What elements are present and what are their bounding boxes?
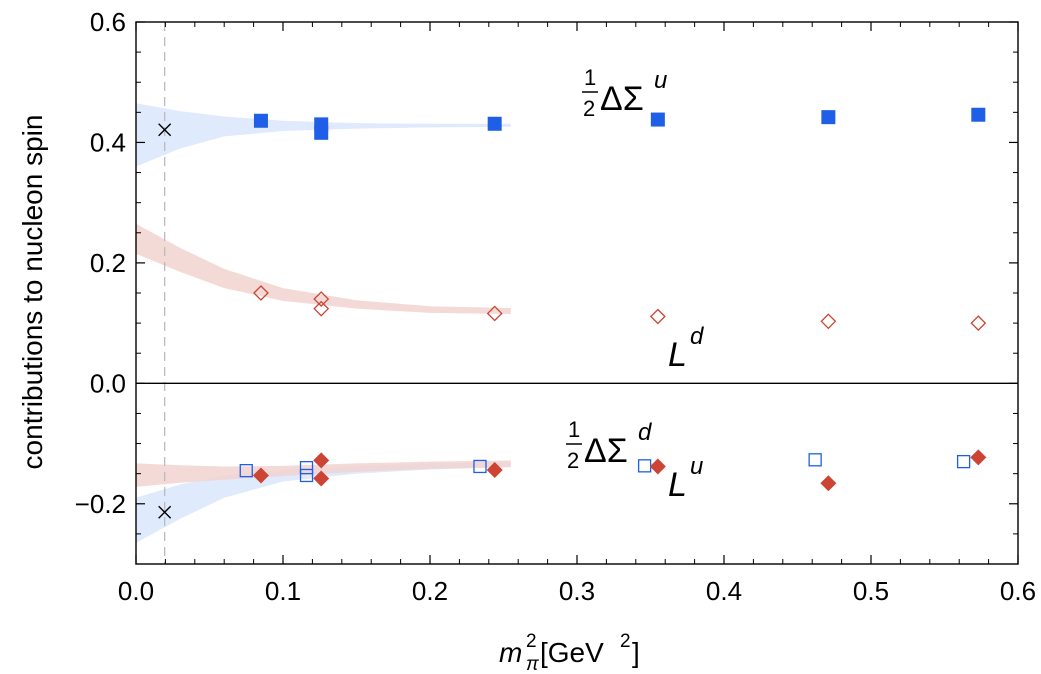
point-dsigma_u (253, 113, 268, 128)
point-L_u (649, 458, 666, 475)
point-L_d (313, 300, 330, 317)
dsd-sup: d (638, 419, 652, 446)
y-tick-label: 0.6 (90, 7, 126, 37)
x-tick-label: 0.4 (706, 576, 742, 606)
point-L_u (486, 462, 503, 479)
point-dsigma_d (808, 453, 822, 467)
point-L_u (820, 475, 837, 492)
point-dsigma_u (314, 125, 329, 140)
x-tick-label: 0.3 (559, 576, 595, 606)
x-title-main: m (499, 637, 522, 668)
point-dsigma_u (821, 110, 836, 125)
band-L_d (136, 223, 511, 315)
x-title-sub: π (526, 654, 540, 674)
point-L_d (253, 285, 269, 301)
point-L_u (970, 449, 987, 466)
point-dsigma_d (239, 464, 253, 478)
band-dsigma_u (136, 103, 511, 167)
dsu-frac-num: 1 (584, 65, 596, 90)
dsd-main: ΔΣ (584, 432, 628, 470)
point-L_d (970, 315, 987, 332)
physical-point (158, 505, 172, 519)
x-title-unit-pre: [GeV (540, 637, 604, 668)
y-tick-label: 0.2 (90, 248, 126, 278)
axis-ticks (135, 21, 1019, 565)
label-dsigma-u: 1 2 ΔΣ u (582, 65, 667, 121)
x-axis-title: m 2 π [GeV 2 ] (499, 631, 640, 674)
y-axis-title: contributions to nucleon spin (17, 115, 48, 470)
point-dsigma_d (299, 460, 314, 475)
physical-point (158, 123, 172, 137)
label-dsigma-d: 1 2 ΔΣ d (566, 417, 652, 473)
y-tick-label: −0.2 (75, 489, 126, 519)
point-L_d (649, 308, 666, 325)
y-tick-label: 0.0 (90, 368, 126, 398)
y-tick-label: 0.4 (90, 127, 126, 157)
dsd-frac-num: 1 (568, 417, 580, 442)
data-markers (158, 107, 987, 519)
point-L_d (486, 305, 503, 322)
dsu-sup: u (654, 67, 667, 94)
dsd-frac-den: 2 (567, 448, 579, 473)
point-dsigma_d (637, 459, 652, 473)
point-dsigma_u (971, 107, 986, 122)
point-L_u (252, 467, 269, 484)
x-tick-label: 0.5 (853, 576, 889, 606)
band-dsigma_d (136, 462, 511, 543)
x-title-unit-sup: 2 (620, 631, 631, 652)
x-tick-label: 0.1 (265, 576, 301, 606)
dsu-main: ΔΣ (600, 80, 644, 118)
lu-sup: u (690, 453, 703, 480)
point-dsigma_u (487, 116, 502, 131)
x-tick-label: 0.0 (118, 576, 154, 606)
x-title-unit-post: ] (632, 637, 640, 668)
ld-main: L (668, 336, 687, 374)
ld-sup: d (690, 323, 704, 350)
x-tick-label: 0.2 (412, 576, 448, 606)
point-L_d (820, 313, 837, 330)
label-L-d: L d (668, 323, 704, 374)
point-L_u (313, 452, 330, 469)
point-dsigma_d (473, 459, 487, 474)
lu-main: L (668, 466, 687, 504)
point-dsigma_d (299, 468, 314, 483)
x-title-sup: 2 (526, 631, 537, 652)
tick-labels: 0.0 0.1 0.2 0.3 0.4 0.5 0.6 −0.2 0.0 0.2 0.4 0.6 (75, 7, 1036, 606)
point-L_d (313, 291, 330, 307)
point-dsigma_d (956, 454, 971, 469)
x-tick-label: 0.6 (1000, 576, 1036, 606)
point-L_u (313, 470, 330, 487)
point-dsigma_u (650, 112, 665, 127)
label-L-u: L u (668, 453, 703, 504)
dsu-frac-den: 2 (583, 96, 595, 121)
